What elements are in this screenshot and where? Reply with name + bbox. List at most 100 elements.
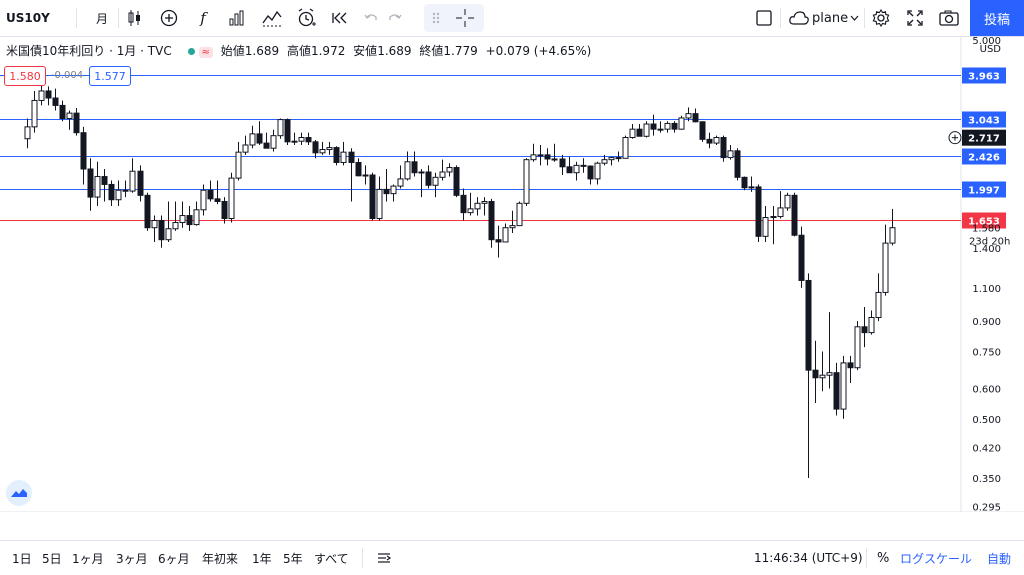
range-button[interactable]: 1年 <box>252 551 272 566</box>
candle-body <box>727 150 734 159</box>
candle-body <box>650 123 657 130</box>
candle-body <box>798 234 805 281</box>
range-button[interactable]: 3ヶ月 <box>116 551 148 566</box>
legend-open-label: 始値 <box>220 44 245 58</box>
candles <box>24 84 896 478</box>
templates-icon[interactable] <box>260 0 284 36</box>
publish-button[interactable]: 投稿 <box>970 0 1024 36</box>
range-button[interactable]: 5年 <box>283 551 303 566</box>
replay-icon[interactable] <box>330 0 350 36</box>
candle-body <box>376 188 383 220</box>
price-chart[interactable]: 3.963 3.043 2.426 1.997 1.653 5.000 1.400 1.100… <box>0 37 1024 512</box>
candle-body <box>319 149 326 154</box>
interval-button[interactable]: 月 <box>95 11 108 26</box>
candle-body <box>530 154 537 161</box>
candle-body <box>587 165 594 180</box>
candle-body <box>340 151 347 163</box>
log-scale-toggle[interactable]: ログスケール <box>900 551 973 566</box>
candle-body <box>284 119 291 143</box>
financials-icon[interactable] <box>226 0 248 36</box>
range-button[interactable]: すべて <box>314 551 349 566</box>
cursor-price-label: 2.717 <box>968 134 1000 145</box>
candle-body <box>411 161 418 174</box>
legend-high-value: 1.972 <box>310 44 346 58</box>
sell-price-box[interactable]: 1.580 <box>4 66 46 86</box>
candle-body <box>580 164 587 167</box>
range-button[interactable]: 1日 <box>12 551 32 566</box>
candle-body <box>826 372 833 376</box>
candle-body <box>52 97 59 106</box>
candle-body <box>706 138 713 144</box>
chevron-down-icon[interactable] <box>848 0 860 36</box>
candle-body <box>615 157 622 160</box>
layout-square-icon[interactable] <box>754 0 774 36</box>
candle-body <box>762 217 769 237</box>
candle-body <box>692 113 699 123</box>
candle-body <box>263 142 270 149</box>
price-label-box <box>962 111 1006 128</box>
range-button[interactable]: 1ヶ月 <box>72 551 104 566</box>
candle-body <box>390 185 397 195</box>
price-label: 1.997 <box>968 186 1000 197</box>
clock-time[interactable]: 11:46:34 (UTC+9) <box>754 551 863 565</box>
candle-body <box>45 90 52 99</box>
indicators-icon[interactable]: f <box>200 9 206 27</box>
range-button[interactable]: 5日 <box>42 551 62 566</box>
candle-body <box>369 174 376 220</box>
redo-icon[interactable] <box>386 0 404 36</box>
buy-price-box[interactable]: 1.577 <box>89 66 131 86</box>
candle-style-icon[interactable] <box>124 0 146 36</box>
price-label-box <box>962 148 1006 165</box>
layout-name[interactable]: plane <box>812 10 849 26</box>
candle-body <box>101 176 108 185</box>
crosshair-toolbar[interactable] <box>424 4 484 32</box>
candle-body <box>193 209 200 226</box>
candle-body <box>137 170 144 196</box>
candle-body <box>144 194 151 229</box>
candle-body <box>158 220 165 241</box>
alert-icon[interactable] <box>294 0 318 36</box>
spread-text: 0.004 <box>54 69 84 81</box>
price-label: 1.653 <box>968 217 1000 228</box>
auto-scale-toggle[interactable]: 自動 <box>987 551 1012 566</box>
candle-body <box>868 317 875 334</box>
range-button[interactable]: 年初来 <box>202 551 239 566</box>
legend-close-value: 1.779 <box>443 44 478 58</box>
candle-body <box>755 186 762 237</box>
cloud-icon[interactable] <box>786 0 812 36</box>
goto-date-icon[interactable] <box>376 541 392 575</box>
tradingview-logo-icon[interactable] <box>6 480 32 506</box>
undo-icon[interactable] <box>362 0 380 36</box>
price-label-box <box>962 67 1006 84</box>
candle-body <box>122 189 129 192</box>
legend-title[interactable]: 米国債10年利回り · 1月 · TVC <box>6 44 172 58</box>
price-label: 2.426 <box>968 153 1000 164</box>
legend-change: +0.079 (+4.65%) <box>485 44 592 58</box>
range-button[interactable]: 6ヶ月 <box>158 551 190 566</box>
candle-body <box>73 112 80 134</box>
price-tick-label: 0.350 <box>972 474 1001 485</box>
candle-body <box>566 166 573 174</box>
fullscreen-icon[interactable] <box>904 0 926 36</box>
candle-body <box>854 326 861 369</box>
candle-body <box>713 137 720 144</box>
candle-body <box>467 208 474 214</box>
candle-body <box>882 242 889 293</box>
candle-body <box>277 119 284 137</box>
candle-body <box>720 137 727 159</box>
price-tick-label: 0.600 <box>972 384 1001 395</box>
candle-body <box>805 279 812 371</box>
price-unit-label: USD <box>980 44 1002 55</box>
candle-body <box>671 122 678 130</box>
percent-scale-toggle[interactable]: % <box>877 550 890 566</box>
add-compare-icon[interactable] <box>158 0 180 36</box>
gear-icon[interactable] <box>870 0 892 36</box>
candle-body <box>31 99 38 128</box>
symbol-search[interactable]: US10Y <box>6 11 50 25</box>
camera-icon[interactable] <box>938 0 960 36</box>
price-label-box <box>962 181 1006 198</box>
candle-body <box>383 188 390 195</box>
price-axis[interactable]: 3.963 3.043 2.426 1.997 1.653 5.000 1.400 1.100… <box>948 37 1010 512</box>
price-label: 3.043 <box>968 116 1000 127</box>
candle-body <box>594 162 601 180</box>
